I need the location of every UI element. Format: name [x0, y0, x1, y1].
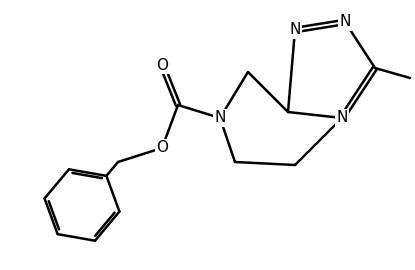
Text: N: N	[289, 22, 301, 38]
Text: N: N	[339, 15, 351, 29]
Text: N: N	[336, 110, 348, 126]
Text: O: O	[156, 58, 168, 73]
Text: N: N	[214, 110, 226, 126]
Text: O: O	[156, 140, 168, 156]
